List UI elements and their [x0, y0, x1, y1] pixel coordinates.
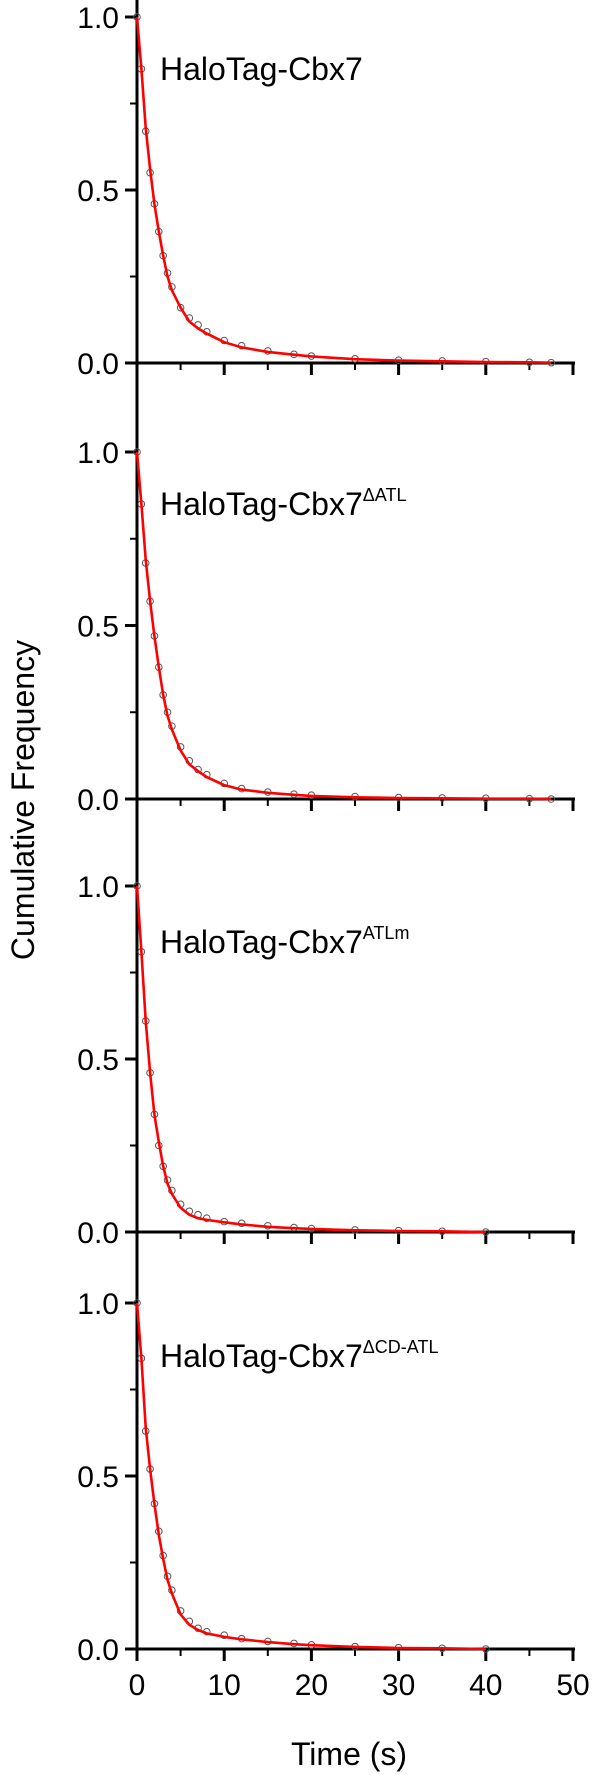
y-axis-title: Cumulative Frequency [5, 640, 41, 960]
fit-curve [135, 885, 486, 1234]
x-axis-title: Time (s) [291, 1736, 407, 1772]
x-tick-label: 50 [556, 1669, 589, 1702]
x-tick-label: 20 [295, 1669, 328, 1702]
chart-panel-2: 0.0 0.5 1.0 HaloTag-Cbx7ΔATL [77, 366, 575, 817]
y-tick-label: 1.0 [77, 1288, 119, 1321]
fit-curve [135, 1302, 486, 1651]
panel-title-main: HaloTag-Cbx7 [160, 924, 363, 960]
panel-title-main: HaloTag-Cbx7 [160, 51, 363, 87]
y-tick-label: 0.0 [77, 1217, 119, 1250]
panel-title-superscript: ATLm [363, 923, 410, 943]
y-tick-label: 1.0 [77, 437, 119, 470]
chart-panel-3: 0.0 0.5 1.0 HaloTag-Cbx7ATLm [77, 802, 575, 1250]
data-point [176, 303, 185, 312]
y-tick-label: 0.0 [77, 348, 119, 381]
x-tick-label: 30 [382, 1669, 415, 1702]
fit-curve [135, 16, 552, 364]
panel-title: HaloTag-Cbx7ΔCD-ATL [160, 1337, 438, 1374]
panel-title-superscript: ΔCD-ATL [363, 1337, 439, 1357]
fit-curve [135, 451, 552, 801]
y-tick-label: 0.0 [77, 784, 119, 817]
chart-panel-4: 0.0 0.5 1.0 0 10 20 30 40 50 HaloTag-Cbx7ΔCD-ATL [77, 1235, 590, 1702]
panel-title: HaloTag-Cbx7ATLm [160, 923, 409, 960]
y-tick-label: 1.0 [77, 2, 119, 35]
panel-title: HaloTag-Cbx7 [160, 51, 363, 87]
panel-title-superscript: ΔATL [363, 485, 407, 505]
y-tick-label: 0.0 [77, 1634, 119, 1667]
panel-title-main: HaloTag-Cbx7 [160, 486, 363, 522]
panel-title: HaloTag-Cbx7ΔATL [160, 485, 406, 522]
y-tick-label: 0.5 [77, 611, 119, 644]
x-tick-label: 0 [129, 1669, 146, 1702]
x-tick-label: 10 [208, 1669, 241, 1702]
x-tick-label: 40 [469, 1669, 502, 1702]
y-tick-label: 0.5 [77, 1044, 119, 1077]
chart-panel-1: 0.0 0.5 1.0 HaloTag-Cbx7 [77, 0, 575, 381]
y-tick-label: 0.5 [77, 1461, 119, 1494]
chart-panels: 0.0 0.5 1.0 HaloTag-Cbx7 0.0 0.5 1.0 HaloTag-Cb… [77, 0, 590, 1702]
y-tick-label: 1.0 [77, 871, 119, 904]
panel-title-main: HaloTag-Cbx7 [160, 1338, 363, 1374]
y-tick-label: 0.5 [77, 175, 119, 208]
